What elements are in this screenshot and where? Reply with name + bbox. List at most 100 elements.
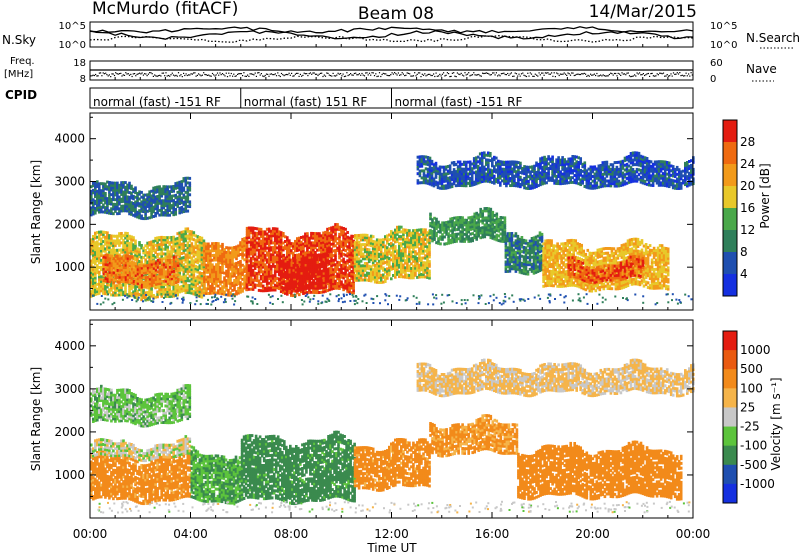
nave-dot xyxy=(100,72,101,73)
nave-dot xyxy=(144,73,145,74)
nave-dot xyxy=(103,72,104,73)
nave-dot xyxy=(238,73,239,74)
nave-dot xyxy=(223,74,224,75)
nave-dot xyxy=(527,73,528,74)
nave-dot xyxy=(222,73,223,74)
nave-label: Nave xyxy=(746,62,777,76)
nave-dot xyxy=(158,75,159,76)
nave-dot xyxy=(492,72,493,73)
nave-dot xyxy=(397,74,398,75)
nave-dot xyxy=(478,74,479,75)
nave-dot xyxy=(609,74,610,75)
nave-dot xyxy=(506,74,507,75)
nave-dot xyxy=(653,75,654,76)
nave-dot xyxy=(241,73,242,74)
nave-dot xyxy=(513,76,514,77)
nave-dot xyxy=(581,73,582,74)
nave-dot xyxy=(389,75,390,76)
nave-dot xyxy=(687,75,688,76)
nave-dot xyxy=(189,74,190,75)
nave-dot xyxy=(430,75,431,76)
nave-dot xyxy=(451,76,452,77)
nave-dot xyxy=(319,74,320,75)
nsearch-label: N.Search xyxy=(746,31,800,45)
nave-dot xyxy=(530,72,531,73)
nave-dot xyxy=(273,74,274,75)
nave-dot xyxy=(652,73,653,74)
nave-dot xyxy=(247,75,248,76)
nave-dot xyxy=(370,75,371,76)
nave-dot xyxy=(206,74,207,75)
nave-dot xyxy=(469,75,470,76)
nave-dot xyxy=(280,76,281,77)
nave-dot xyxy=(438,75,439,76)
nave-dot xyxy=(385,73,386,74)
heatmap-cell xyxy=(161,258,164,261)
nave-dot xyxy=(227,76,228,77)
nave-dot xyxy=(267,74,268,75)
nave-dot xyxy=(645,74,646,75)
nave-dot xyxy=(192,74,193,75)
nave-dot xyxy=(525,75,526,76)
nave-dot xyxy=(678,73,679,74)
nave-dot xyxy=(290,75,291,76)
nave-dot xyxy=(493,72,494,73)
cpid-segment-label: normal (fast) -151 RF xyxy=(93,95,221,109)
nave-dot xyxy=(322,76,323,77)
heatmap-cell xyxy=(306,232,309,235)
nave-dot xyxy=(187,75,188,76)
nave-dot xyxy=(660,73,661,74)
heatmap-cell xyxy=(327,254,330,257)
heatmap-cell xyxy=(282,232,285,235)
nave-dot xyxy=(566,75,567,76)
nave-dot xyxy=(479,75,480,76)
nave-dot xyxy=(174,75,175,76)
nave-dot xyxy=(562,74,563,75)
nave-dot xyxy=(277,72,278,73)
nave-dot xyxy=(547,72,548,73)
nave-dot xyxy=(631,76,632,77)
nave-dot xyxy=(198,73,199,74)
nave-dot xyxy=(688,73,689,74)
heatmap-cell xyxy=(106,231,109,234)
nave-dot xyxy=(462,75,463,76)
nave-dot xyxy=(400,74,401,75)
heatmap-cell xyxy=(191,242,194,245)
nave-dot xyxy=(360,75,361,76)
nave-dot xyxy=(300,74,301,75)
nave-dot xyxy=(630,76,631,77)
nave-dot xyxy=(212,73,213,74)
nave-dot xyxy=(148,74,149,75)
nave-dot xyxy=(502,73,503,74)
heatmap-cell xyxy=(439,242,442,245)
nave-dot xyxy=(111,73,112,74)
nave-dot xyxy=(365,72,366,73)
nave-dot xyxy=(596,73,597,74)
cpid-segment-label: normal (fast) -151 RF xyxy=(395,95,523,109)
nave-dot xyxy=(600,75,601,76)
nave-tick-high: 60 xyxy=(710,58,723,69)
nave-dot xyxy=(560,74,561,75)
nave-dot xyxy=(410,76,411,77)
nave-dot xyxy=(384,73,385,74)
nave-dot xyxy=(677,72,678,73)
heatmap-cell xyxy=(201,237,204,240)
nave-dot xyxy=(214,75,215,76)
heatmap-cell xyxy=(177,259,180,262)
nave-dot xyxy=(574,75,575,76)
nave-dot xyxy=(556,72,557,73)
nave-dot xyxy=(598,75,599,76)
nave-dot xyxy=(327,73,328,74)
nave-dot xyxy=(542,73,543,74)
nave-dot xyxy=(593,74,594,75)
nave-dot xyxy=(118,74,119,75)
nave-dot xyxy=(335,75,336,76)
nave-dot xyxy=(340,73,341,74)
nave-dot xyxy=(193,72,194,73)
heatmap-cell xyxy=(368,248,371,251)
nave-dot xyxy=(520,76,521,77)
nave-dot xyxy=(150,72,151,73)
nave-dot xyxy=(491,74,492,75)
nave-dot xyxy=(576,74,577,75)
heatmap-cell xyxy=(126,232,129,235)
